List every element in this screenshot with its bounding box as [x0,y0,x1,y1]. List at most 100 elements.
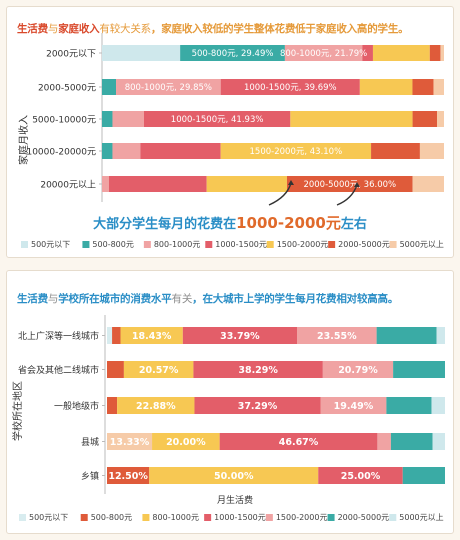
data-label: 38.29% [238,365,278,376]
chart1-headline-part: 家庭收入 [58,23,100,35]
chart1-headline-part: 有较大关系 [99,23,151,35]
category-label: 省会及其他二线城市 [18,364,99,376]
chart1-headline-part: ，家庭收入较低的学生整体花费低于家庭收入高的学生。 [150,23,409,35]
bar-segment [432,433,445,450]
chart1-headline-part: 与 [47,23,59,35]
legend-label: 500元以下 [29,513,68,522]
bar-segment [182,327,298,344]
bar-segment [297,327,377,344]
data-label: 18.43% [132,331,172,342]
bar-segment [386,397,432,414]
annotation-arrowhead [354,182,360,187]
bar-segment [286,176,413,192]
bar-segment [377,433,391,450]
chart1-annotation: 大部分学生每月的花费在1000-2000元左右 [93,180,367,232]
legend-label: 2000-5000元 [338,240,390,249]
bar-segment [412,176,444,192]
bar-segment [431,397,445,414]
bar-segment [140,143,221,159]
bar-segment [120,327,183,344]
bar-segment [102,45,181,61]
bar-segment [206,176,287,192]
data-label: 33.79% [220,331,260,342]
annotation-arrow [336,184,358,206]
category-label: 2000元以下 [46,50,96,60]
legend-label: 5000元以上 [400,240,444,249]
data-label: 13.33% [110,437,150,448]
legend-swatch [205,241,213,248]
category-label: 5000-10000元 [32,116,96,126]
data-label: 20.79% [338,365,378,376]
bar-segment [284,45,363,61]
bar-segment [102,176,109,192]
bar-segment [290,111,413,127]
bar-segment [194,397,321,414]
family-income-stacked-bar-chart: 家庭月收入 2000元以下 500-800元, 29.49% 800-1000元, 2… [17,33,444,249]
bar-segment [220,79,360,95]
legend-label: 1000-1500元 [215,240,267,249]
category-label: 20000元以上 [40,180,96,191]
chart2-headline-part: 生活费 [17,293,48,305]
family-income-chart-panel: 生活费与家庭收入有较大关系，家庭收入较低的学生整体花费低于家庭收入高的学生。 家… [6,6,454,258]
bar-segment [152,433,220,450]
bar-segment [322,361,394,378]
legend-label: 5000元以上 [399,513,443,522]
chart2-headline-part: 学校所在城市的消费水平 [58,293,172,305]
data-label: 1000-1500元, 41.93% [171,115,264,125]
city-level-stacked-bar-chart: 学校所在地区 北上广深等一线城市 18.43% 33.79% 23.55% 省会及其他二线… [11,315,445,522]
bar-segment [433,79,444,95]
legend-swatch [389,514,397,521]
chart2-headline-part: ，在大城市上学的学生每月花费相对较高高。 [192,293,399,305]
bar-segment [112,111,144,127]
city-level-chart-panel: 生活费与学校所在城市的消费水平有关，在大城市上学的学生每月花费相对较高高。 学校… [6,270,454,534]
legend-swatch [265,514,273,521]
data-label: 1000-1500元, 39.69% [244,83,337,93]
annotation-arrow [268,182,292,206]
data-label: 500-800元, 29.49% [192,49,274,59]
bar-segment [419,143,444,159]
y-axis-title: 家庭月收入 [17,115,30,165]
category-label: 10000-20000元 [26,148,96,158]
legend-label: 1000-1500元 [214,513,266,522]
legend-label: 1500-2000元 [276,513,328,522]
chart1-headline-part: 生活费 [17,23,48,35]
bar-segment [117,397,195,414]
data-label: 22.88% [136,401,176,412]
annotation-text: 大部分学生每月的花费在1000-2000元左右 [93,214,367,232]
legend-label: 800-1000元 [154,240,201,249]
data-label: 12.50% [108,471,148,482]
legend-swatch [204,514,212,521]
bar-segment [107,361,124,378]
category-label: 一般地级市 [54,400,99,412]
bar-segment [412,111,438,127]
bar-segment [102,79,117,95]
data-label: 2000-5000元, 36.00% [303,180,396,190]
chart2-headline-part: 与 [47,293,59,305]
annotation-arrowhead [288,180,294,185]
data-label: 37.29% [238,401,278,412]
chart2-headline-part: 有关 [171,293,193,305]
chart1-headline: 生活费与家庭收入有较大关系，家庭收入较低的学生整体花费低于家庭收入高的学生。 [17,21,447,36]
legend-label: 500-800元 [91,513,132,522]
bar-segment [143,111,291,127]
bar-segment [437,111,444,127]
bar-segment [362,45,373,61]
bar-segment [102,111,113,127]
data-label: 800-1000元, 29.85% [125,83,212,93]
chart2-headline: 生活费与学校所在城市的消费水平有关，在大城市上学的学生每月花费相对较高高。 [17,291,447,306]
legend-label: 500元以下 [31,240,70,249]
legend-swatch [82,241,90,248]
bar-segment [116,79,221,95]
legend-label: 2000-5000元 [338,513,390,522]
bar-segment [402,467,445,484]
bar-segment [123,361,194,378]
bar-segment [320,397,387,414]
data-label: 19.49% [334,401,374,412]
bar-segment [429,45,441,61]
y-axis-title: 学校所在地区 [11,381,24,441]
bar-segment [371,143,420,159]
category-label: 2000-5000元 [38,84,96,94]
legend-swatch [389,241,397,248]
legend-swatch [143,241,151,248]
bar-segment [390,433,433,450]
